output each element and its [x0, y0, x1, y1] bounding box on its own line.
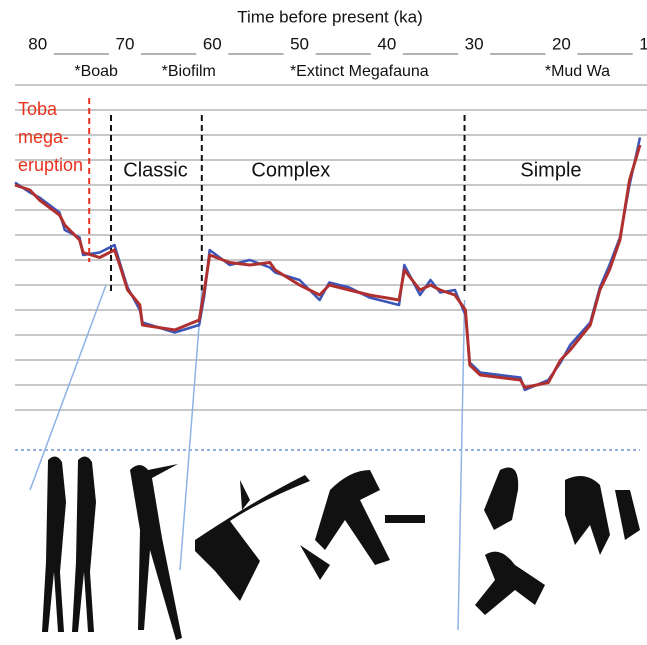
x-tick-label: 30: [465, 34, 484, 53]
connector-line: [458, 300, 465, 630]
phase-label: Simple: [520, 159, 581, 181]
site-note: *Boab: [74, 63, 118, 80]
figure-drawing: [130, 464, 182, 640]
x-tick-label: 70: [116, 34, 135, 53]
x-tick-label: 50: [290, 34, 309, 53]
rock-art-drawings: [42, 456, 640, 640]
figure-drawing: [475, 468, 545, 616]
event-label: Toba: [18, 99, 58, 119]
x-tick-label: 20: [552, 34, 571, 53]
axis-title: Time before present (ka): [237, 7, 423, 26]
figure-drawing: [72, 456, 96, 632]
figure-drawing: [565, 476, 640, 555]
series-line: [15, 145, 640, 388]
site-note: *Extinct Megafauna: [290, 63, 429, 80]
connector-line: [180, 290, 202, 570]
figure-drawing: [42, 456, 66, 632]
phase-label: Complex: [251, 159, 330, 181]
x-tick-label: 60: [203, 34, 222, 53]
site-note: *Mud Wa: [545, 63, 610, 80]
event-label: eruption: [18, 155, 83, 175]
event-label: mega-: [18, 127, 69, 147]
figure-drawing: [315, 470, 425, 565]
connector-line: [30, 285, 106, 490]
x-tick-label: 80: [28, 34, 47, 53]
figure-drawing: [195, 475, 330, 601]
phase-label: Classic: [123, 159, 187, 181]
x-tick-label: 10: [639, 34, 647, 53]
figure: Time before present (ka) 80 70 60 50 40 30 20 1…: [0, 0, 647, 645]
x-tick-label: 40: [377, 34, 396, 53]
site-note: *Biofilm: [162, 63, 216, 80]
